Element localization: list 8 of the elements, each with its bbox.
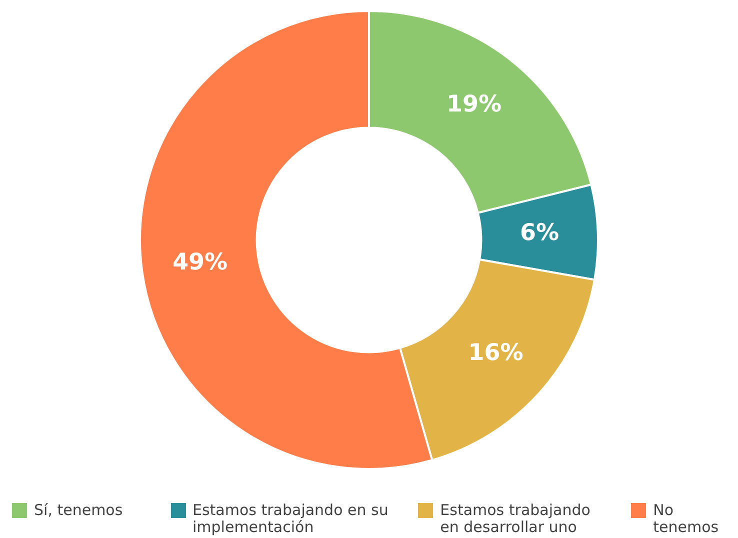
data-label: 16% — [468, 340, 524, 366]
legend-label: Sí, tenemos — [34, 501, 123, 519]
data-label: 49% — [172, 250, 228, 276]
data-label: 6% — [520, 220, 560, 246]
data-label: 19% — [446, 92, 502, 118]
legend-label: No tenemos — [653, 501, 720, 536]
legend-label: Estamos trabajando en desarrollar uno — [440, 501, 592, 536]
legend-label: Estamos trabajando en su implementación — [192, 501, 390, 536]
